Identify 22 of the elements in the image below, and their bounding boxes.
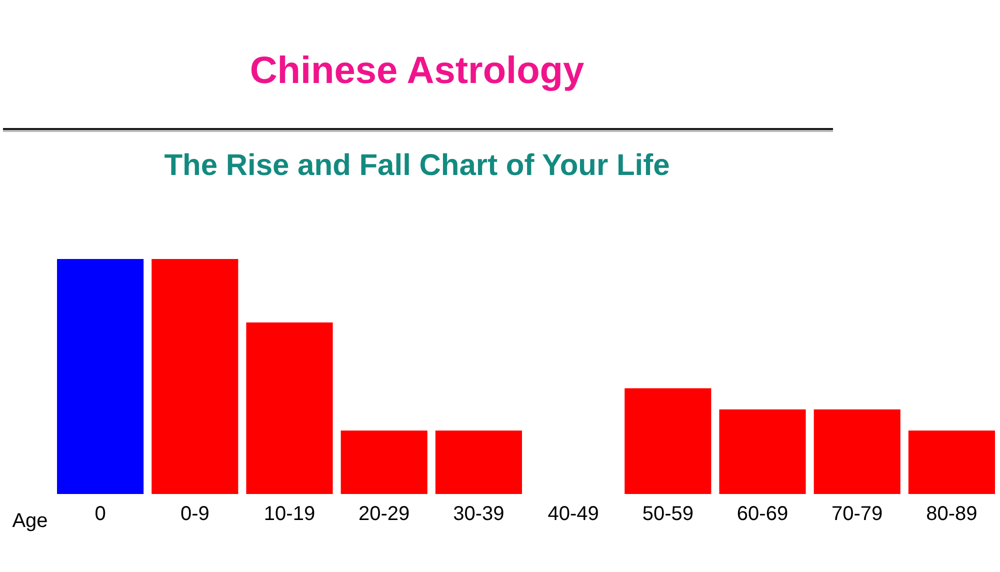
bar xyxy=(814,409,900,494)
x-tick-label: 0-9 xyxy=(180,503,210,526)
x-tick-label: 60-69 xyxy=(736,503,788,526)
bar xyxy=(246,322,333,494)
bar xyxy=(340,430,428,494)
x-tick-label: 0 xyxy=(94,503,106,526)
x-tick-label: 70-79 xyxy=(832,503,883,526)
x-tick-label: 30-39 xyxy=(453,503,504,526)
bar xyxy=(152,259,238,494)
bar xyxy=(719,409,806,494)
x-tick-label: 20-29 xyxy=(358,503,410,526)
bar xyxy=(624,388,712,494)
x-tick-label: 40-49 xyxy=(548,503,599,526)
x-tick-label: 80-89 xyxy=(926,503,978,526)
x-axis-title: Age xyxy=(12,510,48,532)
bar xyxy=(57,259,144,494)
chart-subtitle: The Rise and Fall Chart of Your Life xyxy=(164,149,670,182)
bar xyxy=(435,430,522,494)
chart-title: Chinese Astrology xyxy=(250,50,584,92)
x-tick-label: 50-59 xyxy=(642,503,694,526)
x-tick-label: 10-19 xyxy=(264,503,316,526)
bar xyxy=(908,430,995,494)
